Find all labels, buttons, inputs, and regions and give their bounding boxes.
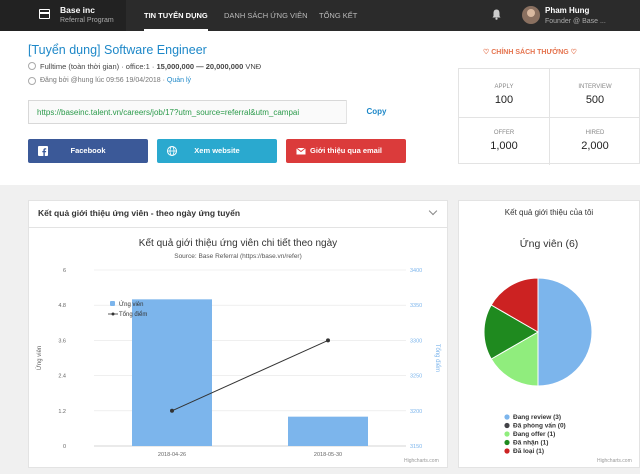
candidate-results-panel xyxy=(28,200,448,468)
nav-tab-candidates[interactable]: DANH SÁCH ỨNG VIÊN xyxy=(224,11,308,20)
y-tick-label: 3.6 xyxy=(58,338,66,344)
bar xyxy=(288,416,368,446)
legend-label: Đã nhận (1) xyxy=(513,440,548,447)
facebook-button[interactable]: Facebook xyxy=(28,139,148,163)
bell-icon[interactable] xyxy=(492,9,501,20)
y-axis-label: Ứng viên xyxy=(36,346,43,370)
legend-label: Đang review (3) xyxy=(513,414,561,421)
x-tick-label: 2018-04-26 xyxy=(158,452,186,458)
facebook-label: Facebook xyxy=(70,146,106,155)
legend-swatch xyxy=(111,312,115,316)
panel-title: Kết quả giới thiệu ứng viên - theo ngày … xyxy=(38,208,241,218)
legend-label: Đã phỏng vấn (0) xyxy=(513,422,566,430)
pie-chart: Đang review (3)Đã phỏng vấn (0)Đang offe… xyxy=(483,277,593,455)
pie-chart-title: Ứng viên (6) xyxy=(519,238,579,250)
job-salary: 15,000,000 — 20,000,000 xyxy=(156,62,244,71)
y-tick-label: 4.8 xyxy=(58,303,66,309)
brand-subtitle: Referral Program xyxy=(60,17,114,24)
divider xyxy=(459,117,640,118)
bar xyxy=(132,299,212,446)
user-role: Founder @ Base ... xyxy=(545,18,606,25)
legend-swatch xyxy=(504,431,510,437)
bar-chart-title: Kết quả giới thiệu ứng viên chi tiết the… xyxy=(138,238,338,249)
stat-apply-value: 100 xyxy=(494,94,514,106)
email-label: Giới thiệu qua email xyxy=(309,146,382,155)
legend-swatch xyxy=(504,439,510,446)
y2-tick-label: 3150 xyxy=(410,444,422,450)
stat-interview-value: 500 xyxy=(585,94,605,106)
stats-box: APPLY 100 INTERVIEW 500 OFFER 1,000 HIRE… xyxy=(458,68,640,165)
nav-tab-jobs[interactable]: TIN TUYỂN DỤNG xyxy=(144,0,208,31)
y-tick-label: 1.2 xyxy=(58,409,66,415)
job-title: [Tuyển dụng] Software Engineer xyxy=(28,43,207,57)
bar-chart: 0 1.2 2.4 3.6 4.8 6 3150 3200 3250 3300 3350 3400 Ứn… xyxy=(36,268,441,458)
legend-swatch xyxy=(504,448,510,454)
clock-icon xyxy=(28,77,36,85)
legend-swatch xyxy=(504,422,510,429)
envelope-icon xyxy=(296,147,306,155)
job-meta: Fulltime (toàn thời gian) · office:1 · 1… xyxy=(40,62,261,71)
referral-url[interactable]: https://baseinc.talent.vn/careers/job/17… xyxy=(37,108,300,117)
y-tick-label: 6 xyxy=(63,268,66,274)
heart-icon: ♡ xyxy=(483,49,492,56)
y2-axis-label: Tổng điểm xyxy=(434,344,441,372)
website-label: Xem website xyxy=(194,146,240,155)
brand[interactable]: Base inc Referral Program xyxy=(0,0,126,31)
divider xyxy=(29,227,447,228)
email-referral-button[interactable]: Giới thiệu qua email xyxy=(286,139,406,163)
job-type: Fulltime (toàn thời gian) · office:1 · xyxy=(40,62,157,71)
x-tick-label: 2018-05-30 xyxy=(314,452,342,458)
stat-offer-label: OFFER xyxy=(493,130,515,136)
chart-credit: Highcharts.com xyxy=(597,458,632,464)
y2-tick-label: 3250 xyxy=(410,374,422,380)
stat-apply-label: APPLY xyxy=(494,84,514,90)
bar-chart-subtitle: Source: Base Referral (https://base.vn/r… xyxy=(174,253,302,260)
series-line xyxy=(171,339,329,412)
pie-slice xyxy=(490,331,539,387)
reward-policy-label: CHÍNH SÁCH THƯỞNG xyxy=(491,49,569,56)
legend-label: Đang offer (1) xyxy=(513,431,555,438)
legend-label: Tổng điểm xyxy=(119,311,147,318)
referral-url-field[interactable]: https://baseinc.talent.vn/careers/job/17… xyxy=(28,100,406,124)
pie-slice xyxy=(490,277,539,333)
legend-swatch xyxy=(504,414,510,420)
copy-button[interactable]: Copy xyxy=(346,100,406,124)
y-tick-label: 2.4 xyxy=(58,374,66,380)
y2-tick-label: 3400 xyxy=(410,268,422,274)
heart-icon: ♡ xyxy=(568,49,577,56)
legend-swatch xyxy=(110,301,115,306)
brand-name: Base inc xyxy=(60,5,95,15)
reward-policy-link[interactable]: ♡ CHÍNH SÁCH THƯỞNG ♡ xyxy=(483,48,577,56)
legend-label: Ứng viên xyxy=(119,301,143,308)
user-name[interactable]: Pham Hung xyxy=(545,6,590,15)
chart-credit: Highcharts.com xyxy=(404,458,439,464)
circle-check-icon xyxy=(28,62,36,70)
panel-title: Kết quả giới thiệu của tôi xyxy=(504,208,594,217)
globe-icon xyxy=(167,146,177,156)
pie-slice xyxy=(483,304,540,360)
legend-label: Đã loại (1) xyxy=(513,448,544,455)
stat-hired-label: HIRED xyxy=(585,130,605,136)
job-posted: Đăng bởi @hung lúc 09:56 19/04/2018 · Qu… xyxy=(40,77,191,84)
stat-hired-value: 2,000 xyxy=(581,140,609,152)
pie-slice xyxy=(537,277,593,387)
line-point xyxy=(170,408,174,413)
posted-text: Đăng bởi @hung lúc 09:56 19/04/2018 · xyxy=(40,77,167,84)
stat-offer-value: 1,000 xyxy=(490,140,518,152)
line-point xyxy=(326,338,330,343)
y2-tick-label: 3300 xyxy=(410,338,422,344)
manage-link[interactable]: Quản lý xyxy=(166,77,192,84)
y2-tick-label: 3200 xyxy=(410,409,422,415)
job-currency: VNĐ xyxy=(243,62,262,71)
top-bar: Base inc Referral Program TIN TUYỂN DỤNG… xyxy=(0,0,640,31)
y2-tick-label: 3350 xyxy=(410,303,422,309)
website-button[interactable]: Xem website xyxy=(157,139,277,163)
facebook-icon xyxy=(38,146,48,156)
y-tick-label: 0 xyxy=(63,444,66,450)
briefcase-icon xyxy=(38,9,50,19)
stat-interview-label: INTERVIEW xyxy=(578,84,612,90)
nav-tab-summary[interactable]: TỔNG KẾT xyxy=(319,11,358,20)
avatar[interactable] xyxy=(522,6,540,24)
